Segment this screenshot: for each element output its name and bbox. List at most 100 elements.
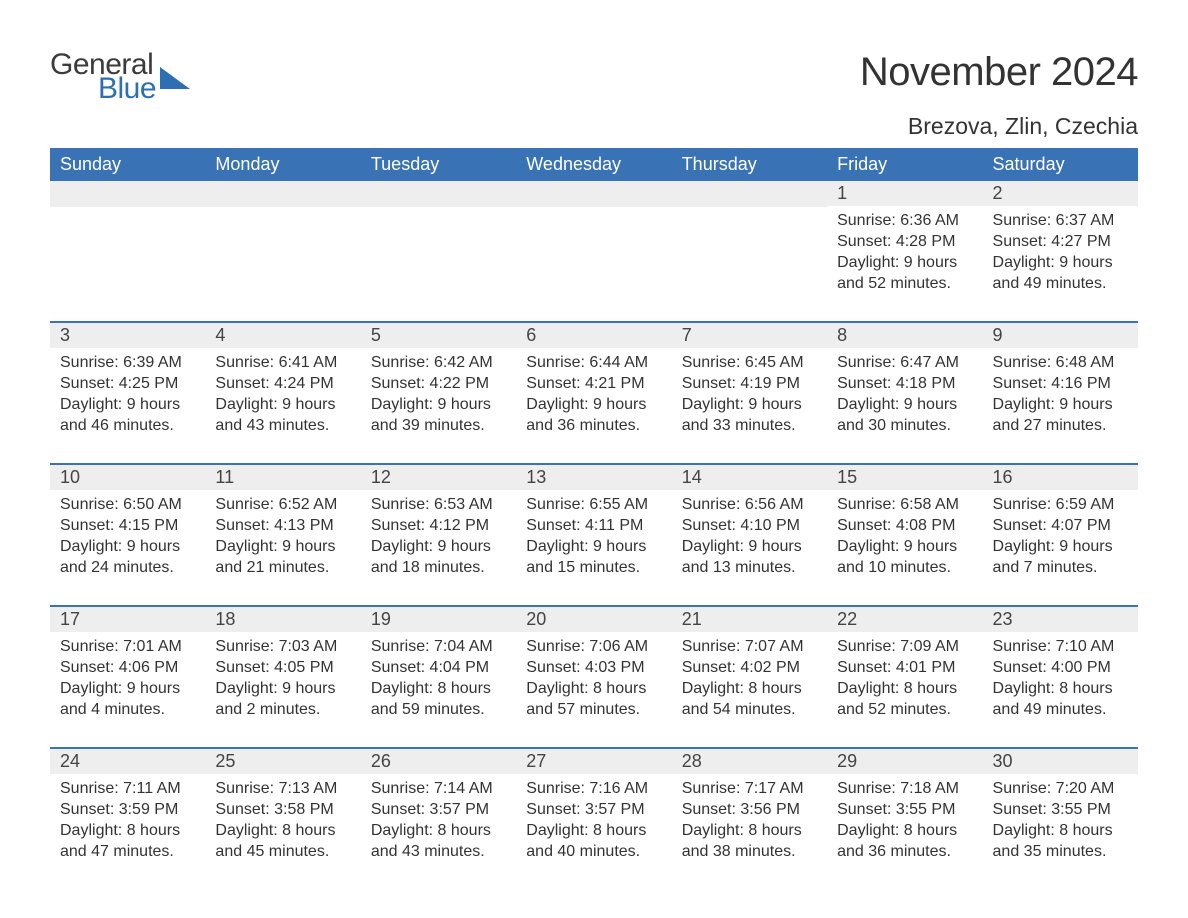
day-d1: Daylight: 9 hours xyxy=(215,394,350,415)
day-cell: 30Sunrise: 7:20 AMSunset: 3:55 PMDayligh… xyxy=(983,749,1138,877)
day-body: Sunrise: 7:16 AMSunset: 3:57 PMDaylight:… xyxy=(516,774,671,870)
day-body: Sunrise: 7:11 AMSunset: 3:59 PMDaylight:… xyxy=(50,774,205,870)
day-d2: and 49 minutes. xyxy=(993,273,1128,294)
day-d2: and 2 minutes. xyxy=(215,699,350,720)
day-number: 17 xyxy=(50,607,205,632)
day-d1: Daylight: 8 hours xyxy=(371,678,506,699)
day-cell: 11Sunrise: 6:52 AMSunset: 4:13 PMDayligh… xyxy=(205,465,360,593)
week-row: 17Sunrise: 7:01 AMSunset: 4:06 PMDayligh… xyxy=(50,605,1138,735)
day-d2: and 43 minutes. xyxy=(215,415,350,436)
day-number: 10 xyxy=(50,465,205,490)
day-d1: Daylight: 9 hours xyxy=(682,536,817,557)
day-sunrise: Sunrise: 7:04 AM xyxy=(371,636,506,657)
day-sunset: Sunset: 3:58 PM xyxy=(215,799,350,820)
day-d2: and 52 minutes. xyxy=(837,273,972,294)
day-body: Sunrise: 6:47 AMSunset: 4:18 PMDaylight:… xyxy=(827,348,982,444)
day-d2: and 21 minutes. xyxy=(215,557,350,578)
day-cell: 23Sunrise: 7:10 AMSunset: 4:00 PMDayligh… xyxy=(983,607,1138,735)
day-number: 15 xyxy=(827,465,982,490)
day-body: Sunrise: 6:45 AMSunset: 4:19 PMDaylight:… xyxy=(672,348,827,444)
day-d2: and 47 minutes. xyxy=(60,841,195,862)
day-number: 9 xyxy=(983,323,1138,348)
day-cell: 22Sunrise: 7:09 AMSunset: 4:01 PMDayligh… xyxy=(827,607,982,735)
day-number: 24 xyxy=(50,749,205,774)
week-spacer xyxy=(50,735,1138,747)
day-sunset: Sunset: 4:08 PM xyxy=(837,515,972,536)
day-number: 18 xyxy=(205,607,360,632)
day-sunrise: Sunrise: 6:48 AM xyxy=(993,352,1128,373)
day-d2: and 24 minutes. xyxy=(60,557,195,578)
day-sunrise: Sunrise: 7:10 AM xyxy=(993,636,1128,657)
day-d1: Daylight: 9 hours xyxy=(526,536,661,557)
day-number: 20 xyxy=(516,607,671,632)
day-sunset: Sunset: 4:13 PM xyxy=(215,515,350,536)
day-sunset: Sunset: 4:27 PM xyxy=(993,231,1128,252)
day-d1: Daylight: 9 hours xyxy=(993,252,1128,273)
day-d2: and 10 minutes. xyxy=(837,557,972,578)
day-d2: and 35 minutes. xyxy=(993,841,1128,862)
day-d1: Daylight: 8 hours xyxy=(526,678,661,699)
day-d1: Daylight: 9 hours xyxy=(60,678,195,699)
day-number: 30 xyxy=(983,749,1138,774)
day-cell xyxy=(516,181,671,309)
title-block: November 2024 Brezova, Zlin, Czechia xyxy=(860,50,1138,140)
day-d2: and 7 minutes. xyxy=(993,557,1128,578)
day-sunset: Sunset: 3:57 PM xyxy=(371,799,506,820)
day-number: 7 xyxy=(672,323,827,348)
day-number: 23 xyxy=(983,607,1138,632)
day-cell xyxy=(205,181,360,309)
day-body: Sunrise: 7:10 AMSunset: 4:00 PMDaylight:… xyxy=(983,632,1138,728)
day-body: Sunrise: 7:06 AMSunset: 4:03 PMDaylight:… xyxy=(516,632,671,728)
day-d2: and 57 minutes. xyxy=(526,699,661,720)
day-cell xyxy=(672,181,827,309)
day-body: Sunrise: 7:04 AMSunset: 4:04 PMDaylight:… xyxy=(361,632,516,728)
day-d1: Daylight: 8 hours xyxy=(371,820,506,841)
day-d1: Daylight: 9 hours xyxy=(993,394,1128,415)
day-body: Sunrise: 6:36 AMSunset: 4:28 PMDaylight:… xyxy=(827,206,982,302)
day-sunset: Sunset: 4:15 PM xyxy=(60,515,195,536)
day-header: Saturday xyxy=(983,148,1138,181)
day-d1: Daylight: 8 hours xyxy=(215,820,350,841)
day-header: Friday xyxy=(827,148,982,181)
day-sunset: Sunset: 4:11 PM xyxy=(526,515,661,536)
day-cell: 7Sunrise: 6:45 AMSunset: 4:19 PMDaylight… xyxy=(672,323,827,451)
day-body: Sunrise: 6:37 AMSunset: 4:27 PMDaylight:… xyxy=(983,206,1138,302)
day-sunset: Sunset: 4:16 PM xyxy=(993,373,1128,394)
day-cell: 2Sunrise: 6:37 AMSunset: 4:27 PMDaylight… xyxy=(983,181,1138,309)
day-number: 11 xyxy=(205,465,360,490)
day-number: 25 xyxy=(205,749,360,774)
day-body: Sunrise: 7:01 AMSunset: 4:06 PMDaylight:… xyxy=(50,632,205,728)
day-d1: Daylight: 8 hours xyxy=(60,820,195,841)
day-number: 12 xyxy=(361,465,516,490)
day-number: 16 xyxy=(983,465,1138,490)
day-sunset: Sunset: 4:07 PM xyxy=(993,515,1128,536)
day-d1: Daylight: 9 hours xyxy=(371,536,506,557)
week-spacer xyxy=(50,593,1138,605)
day-d2: and 45 minutes. xyxy=(215,841,350,862)
day-cell: 10Sunrise: 6:50 AMSunset: 4:15 PMDayligh… xyxy=(50,465,205,593)
day-d2: and 13 minutes. xyxy=(682,557,817,578)
day-sunrise: Sunrise: 7:14 AM xyxy=(371,778,506,799)
day-cell: 27Sunrise: 7:16 AMSunset: 3:57 PMDayligh… xyxy=(516,749,671,877)
day-d1: Daylight: 9 hours xyxy=(993,536,1128,557)
day-number: 1 xyxy=(827,181,982,206)
day-cell: 4Sunrise: 6:41 AMSunset: 4:24 PMDaylight… xyxy=(205,323,360,451)
day-body: Sunrise: 6:48 AMSunset: 4:16 PMDaylight:… xyxy=(983,348,1138,444)
day-body: Sunrise: 7:18 AMSunset: 3:55 PMDaylight:… xyxy=(827,774,982,870)
day-sunrise: Sunrise: 6:59 AM xyxy=(993,494,1128,515)
day-sunrise: Sunrise: 6:56 AM xyxy=(682,494,817,515)
day-body: Sunrise: 7:20 AMSunset: 3:55 PMDaylight:… xyxy=(983,774,1138,870)
day-header: Tuesday xyxy=(361,148,516,181)
day-number: 29 xyxy=(827,749,982,774)
day-d1: Daylight: 9 hours xyxy=(837,252,972,273)
day-sunrise: Sunrise: 6:39 AM xyxy=(60,352,195,373)
day-body: Sunrise: 6:53 AMSunset: 4:12 PMDaylight:… xyxy=(361,490,516,586)
day-sunrise: Sunrise: 6:36 AM xyxy=(837,210,972,231)
week-row: 24Sunrise: 7:11 AMSunset: 3:59 PMDayligh… xyxy=(50,747,1138,877)
week-spacer xyxy=(50,309,1138,321)
day-sunrise: Sunrise: 6:45 AM xyxy=(682,352,817,373)
day-sunset: Sunset: 4:25 PM xyxy=(60,373,195,394)
day-body: Sunrise: 7:09 AMSunset: 4:01 PMDaylight:… xyxy=(827,632,982,728)
day-body: Sunrise: 7:17 AMSunset: 3:56 PMDaylight:… xyxy=(672,774,827,870)
calendar: SundayMondayTuesdayWednesdayThursdayFrid… xyxy=(50,148,1138,877)
